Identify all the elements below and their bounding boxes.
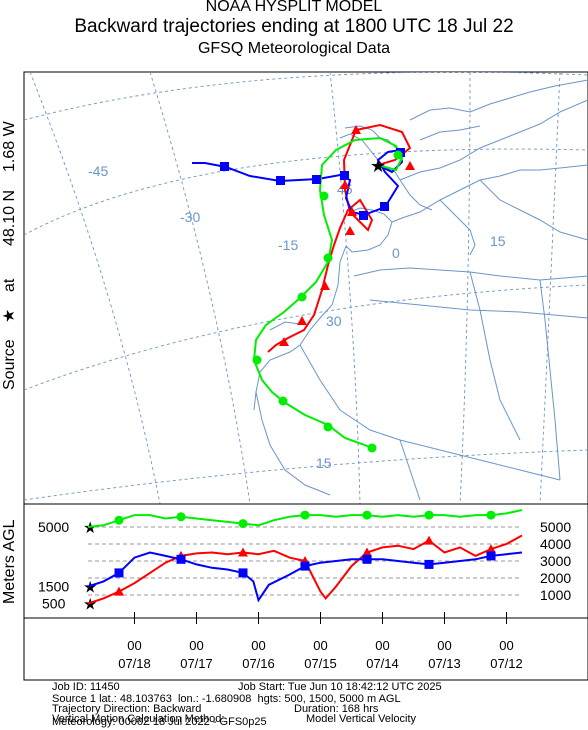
- height-marker: [176, 554, 186, 564]
- green-markers: [252, 150, 403, 453]
- height-marker: [238, 568, 248, 578]
- height-line-square: [87, 551, 523, 603]
- start-height-label-500: 500: [42, 596, 66, 612]
- x-tick-date: 07/16: [242, 656, 275, 671]
- x-tick-hour: 00: [437, 638, 451, 653]
- y-tick-label-5000: 5000: [540, 519, 571, 535]
- graticule: [24, 72, 588, 504]
- lon-label-15: -15: [278, 237, 298, 253]
- x-tick-date: 07/14: [366, 656, 399, 671]
- height-marker: [300, 561, 310, 571]
- x-tick-date: 07/18: [118, 656, 151, 671]
- y-tick-label-2000: 2000: [540, 570, 571, 586]
- source-at-label: at: [1, 278, 18, 292]
- height-marker: [238, 519, 248, 529]
- chart-title: Backward trajectories ending at 1800 UTC…: [74, 16, 514, 37]
- lon-label-45: -45: [88, 163, 108, 179]
- footer-vertical: Vertical Motion Calculation Method:: [52, 713, 225, 725]
- height-marker: [114, 586, 124, 596]
- source-lon-label: 1.68 W: [1, 120, 18, 172]
- lat-label-15: 15: [316, 455, 332, 471]
- height-marker: [424, 535, 434, 545]
- footer-source: Source 1 lat.: 48.103763 lon.: -1.680908…: [52, 693, 401, 705]
- start-height-labels: 500 ★ 1500 ★ 5000 ★: [38, 519, 97, 614]
- y-tick-label-3000: 3000: [540, 553, 571, 569]
- x-tick-date: 07/12: [490, 656, 523, 671]
- height-marker: [362, 554, 372, 564]
- start-star-icon: ★: [83, 580, 97, 597]
- height-marker: [362, 547, 372, 557]
- footer-direction: Trajectory Direction: Backward: [52, 703, 202, 715]
- red-markers: [279, 125, 415, 346]
- y-tick-label-4000: 4000: [540, 536, 571, 552]
- height-line-triangle: [87, 534, 523, 605]
- height-marker: [486, 510, 496, 520]
- source-star-icon: ★: [1, 309, 18, 323]
- graticule-labels: -45 -30 -15 0 15 45 30 15: [88, 163, 506, 471]
- model-title: NOAA HYSPLIT MODEL: [205, 0, 383, 15]
- lon-label-30: -30: [180, 209, 200, 225]
- start-height-label-1500: 1500: [38, 579, 69, 595]
- start-height-label-5000: 5000: [38, 519, 69, 535]
- footer-duration: Duration: 168 hrs: [294, 703, 379, 715]
- height-marker: [114, 515, 124, 525]
- meters-agl-label: Meters AGL: [1, 519, 18, 604]
- height-marker: [424, 510, 434, 520]
- x-tick-hour: 00: [375, 638, 389, 653]
- start-star-icon: ★: [83, 597, 97, 614]
- time-axis: 00 07/18 00 07/17 00 07/16 00 07/15 00 07/14 00 07/…: [23, 612, 588, 681]
- x-tick-date: 07/17: [180, 656, 213, 671]
- source-lat-label: 48.10 N: [1, 190, 18, 246]
- footer-vertical-value: Model Vertical Velocity: [306, 713, 417, 725]
- x-tick-hour: 00: [189, 638, 203, 653]
- meteorology-title: GFSQ Meteorological Data: [197, 40, 391, 57]
- source-label: Source: [1, 339, 18, 390]
- height-marker: [114, 568, 124, 578]
- x-tick-date: 07/13: [428, 656, 461, 671]
- source-star-marker: ★: [370, 156, 386, 176]
- y-tick-label-1000: 1000: [540, 587, 571, 603]
- height-marker: [486, 544, 496, 554]
- height-marker: [238, 547, 248, 557]
- x-tick-hour: 00: [499, 638, 513, 653]
- trajectory-red: [267, 123, 412, 353]
- x-tick-hour: 00: [251, 638, 265, 653]
- height-marker: [176, 512, 186, 522]
- x-tick-date: 07/15: [304, 656, 337, 671]
- time-ticks: 00 07/18 00 07/17 00 07/16 00 07/15 00 07/14 00 07/…: [118, 612, 523, 671]
- height-marker: [424, 559, 434, 569]
- map-panel: -45 -30 -15 0 15 45 30 15: [23, 71, 588, 505]
- start-star-icon: ★: [83, 520, 97, 537]
- trajectory-green: [252, 136, 404, 449]
- footer-job-start: Job Start: Tue Jun 10 18:42:12 UTC 2025: [238, 681, 442, 693]
- height-marker: [300, 510, 310, 520]
- lon-label-15e: 15: [490, 233, 506, 249]
- lon-label-0: 0: [392, 245, 400, 261]
- height-series: [87, 509, 523, 605]
- lat-label-30: 30: [326, 313, 342, 329]
- footer-job-id: Job ID: 11450: [52, 681, 120, 693]
- trajectory-markers: [220, 125, 415, 453]
- x-tick-hour: 00: [313, 638, 327, 653]
- x-tick-hour: 00: [127, 638, 141, 653]
- height-marker: [486, 551, 496, 561]
- height-marker: [362, 510, 372, 520]
- footer-met: Meteorology: 0000Z 18 Jul 2022 - GFS0p25: [52, 716, 267, 728]
